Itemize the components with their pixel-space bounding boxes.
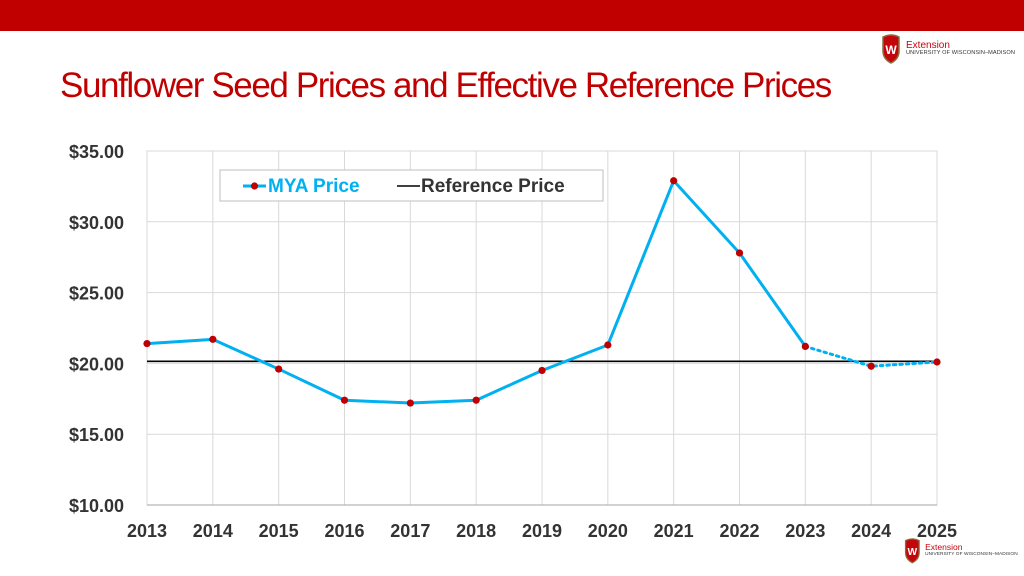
x-tick-label: 2023 — [785, 521, 825, 541]
mya-price-point — [538, 366, 546, 375]
mya-price-point — [867, 362, 875, 370]
x-tick-label: 2017 — [390, 521, 430, 541]
crest-letter: W — [908, 547, 918, 558]
legend-reference-label: Reference Price — [421, 176, 565, 197]
uw-crest-icon: W — [903, 538, 922, 564]
mya-price-point — [735, 249, 744, 257]
legend-mya-marker — [250, 182, 259, 190]
uw-extension-logo: W Extension UNIVERSITY OF WISCONSIN–MADI… — [880, 34, 1015, 64]
top-banner-bar — [0, 0, 1024, 31]
mya-price-point — [801, 342, 809, 351]
x-tick-label: 2024 — [851, 521, 891, 541]
logo-extension-text: Extension — [906, 39, 950, 51]
logo-university-text: UNIVERSITY OF WISCONSIN–MADISON — [906, 50, 1015, 57]
y-tick-label: $35.00 — [69, 142, 124, 162]
mya-price-point — [143, 339, 151, 348]
y-tick-label: $10.00 — [69, 496, 124, 516]
mya-price-point — [209, 335, 217, 343]
uw-crest-icon: W — [880, 34, 902, 64]
mya-price-point — [406, 399, 414, 407]
legend-box — [219, 169, 604, 202]
uw-extension-logo-footer: W Extension UNIVERSITY OF WISCONSIN–MADI… — [903, 538, 1018, 564]
mya-price-point — [340, 396, 349, 404]
y-tick-label: $15.00 — [69, 425, 124, 445]
logo-university-text: UNIVERSITY OF WISCONSIN–MADISON — [925, 551, 1018, 557]
x-tick-label: 2021 — [654, 521, 694, 541]
mya-price-point — [933, 358, 941, 366]
mya-price-point — [604, 341, 612, 349]
x-tick-label: 2013 — [127, 521, 167, 541]
x-tick-label: 2022 — [719, 521, 759, 541]
x-tick-label: 2014 — [193, 521, 233, 541]
x-tick-label: 2016 — [324, 521, 364, 541]
logo-extension-text: Extension — [925, 542, 963, 553]
slide-title: Sunflower Seed Prices and Effective Refe… — [60, 66, 832, 105]
mya-price-point — [275, 365, 283, 373]
chart-legend: MYA Price Reference Price — [219, 169, 604, 202]
y-tick-label: $20.00 — [69, 354, 124, 374]
y-tick-label: $25.00 — [69, 284, 124, 304]
x-tick-label: 2020 — [588, 521, 628, 541]
x-tick-label: 2015 — [259, 521, 299, 541]
crest-letter: W — [885, 43, 897, 57]
mya-price-point — [670, 177, 678, 185]
y-tick-label: $30.00 — [69, 213, 124, 233]
legend-mya-label: MYA Price — [268, 176, 360, 197]
mya-price-point — [472, 396, 480, 404]
x-tick-label: 2019 — [522, 521, 562, 541]
x-tick-label: 2018 — [456, 521, 496, 541]
x-tick-label: 2025 — [917, 521, 957, 541]
